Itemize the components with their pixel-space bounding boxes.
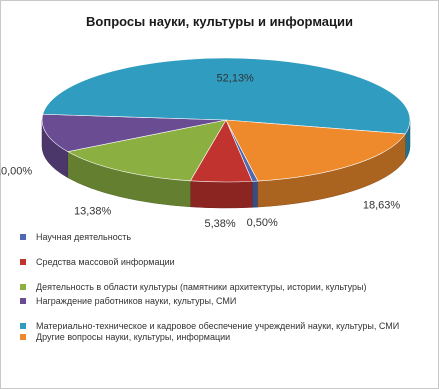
legend-label: Средства массовой информации [36,257,175,267]
pie-data-label: 18,63% [363,200,401,212]
pie-labels: 0,50% 5,38% 13,38% 10,00% 52,13% 18,63% [0,73,400,230]
pie-slice-side [190,180,253,209]
legend-swatch [20,259,26,265]
pie-slice [42,57,411,135]
legend-swatch [20,234,26,240]
pie-slice [225,119,406,182]
pie-data-label: 10,00% [0,166,32,178]
legend-swatch [20,334,26,340]
legend-item: Материально-техническое и кадровое обесп… [20,321,432,332]
pie-slice [66,119,227,182]
legend-swatch [20,323,26,329]
pie-data-label: 5,38% [204,218,235,230]
legend-label: Деятельность в области культуры (памятни… [36,282,367,292]
pie-top [41,57,411,183]
legend-label: Научная деятельность [36,232,132,242]
legend-item: Научная деятельность [20,232,432,243]
pie-data-label: 13,38% [74,206,112,218]
legend-swatch [20,298,26,304]
pie-chart: 0,50% 5,38% 13,38% 10,00% 52,13% 18,63% [0,57,411,230]
legend-item: Другие вопросы науки, культуры, информац… [20,332,432,343]
chart-title: Вопросы науки, культуры и информации [86,14,353,29]
legend-label: Другие вопросы науки, культуры, информац… [36,332,231,342]
pie-data-label: 0,50% [247,217,278,229]
legend-label: Материально-техническое и кадровое обесп… [36,321,400,331]
legend-item: Награждение работников науки, культуры, … [20,296,432,307]
legend-label: Награждение работников науки, культуры, … [36,296,237,306]
legend-item: Средства массовой информации [20,257,432,268]
pie-slice [41,113,227,152]
legend-item: Деятельность в области культуры (памятни… [20,282,432,293]
legend-swatch [20,284,26,290]
legend: Научная деятельность Средства массовой и… [20,232,432,357]
pie-data-label: 52,13% [217,73,255,85]
pie-slice-side [251,180,259,208]
